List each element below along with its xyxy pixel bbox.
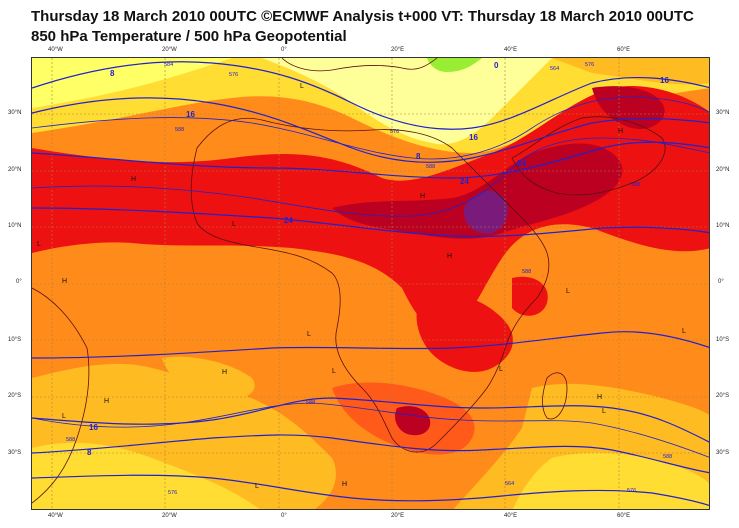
pressure-mark: L <box>37 241 41 248</box>
pressure-mark: H <box>447 253 452 260</box>
pressure-mark: L <box>602 408 606 415</box>
geopotential-label: 576 <box>390 129 399 135</box>
temperature-label: 16 <box>469 133 478 142</box>
temperature-zone-north-pale <box>262 58 552 145</box>
temperature-label: 0 <box>494 61 499 70</box>
lat-tick-label: 30°S <box>716 450 730 456</box>
temperature-zone-horn <box>512 276 548 316</box>
pressure-mark: L <box>232 221 236 228</box>
lon-tick-label: 0° <box>281 47 287 53</box>
lon-tick-label: 40°W <box>48 513 63 519</box>
lon-tick-label: 20°W <box>162 513 177 519</box>
temperature-zone-south-atlantic-yellow <box>32 442 260 509</box>
lat-tick-label: 10°N <box>8 223 22 229</box>
temperature-zone-sahara-dark <box>332 143 623 239</box>
lat-tick-label: 30°N <box>8 110 22 116</box>
pressure-mark: L <box>62 413 66 420</box>
lon-tick-label: 0° <box>281 513 287 519</box>
geopotential-label: 576 <box>168 490 177 496</box>
coastline-europe <box>281 58 438 72</box>
temperature-zone-northeast-orange <box>552 58 709 85</box>
pressure-mark: L <box>255 483 259 490</box>
geopotential-label: 588 <box>306 400 315 406</box>
pressure-mark: H <box>618 128 623 135</box>
temperature-label-group: 8 16 16 8 24 24 16 24 0 8 16 <box>87 61 669 457</box>
map-subtitle: 850 hPa Temperature / 500 hPa Geopotenti… <box>31 28 347 45</box>
lat-tick-label: 20°N <box>716 167 730 173</box>
temperature-zone-tropical-atlantic-yellow <box>162 356 255 400</box>
lat-tick-label: 30°S <box>8 450 22 456</box>
pressure-mark: H <box>131 176 136 183</box>
geopotential-label: 584 <box>164 62 173 68</box>
temperature-isotherms <box>32 96 709 458</box>
temperature-zone-north-green <box>427 58 482 72</box>
temperature-zone-west-sahara-red <box>122 167 225 224</box>
lat-tick-label: 20°N <box>8 167 22 173</box>
lon-tick-label: 60°E <box>617 47 631 53</box>
temperature-label: 24 <box>460 177 469 186</box>
temperature-label: 16 <box>89 423 98 432</box>
temperature-label: 8 <box>416 152 421 161</box>
temperature-label: 24 <box>517 159 526 168</box>
geopotential-label: 588 <box>175 127 184 133</box>
temperature-label: 8 <box>87 448 92 457</box>
lat-tick-label: 0° <box>16 279 22 285</box>
lat-tick-label: 30°N <box>716 110 730 116</box>
pressure-mark: H <box>597 394 602 401</box>
map-title: Thursday 18 March 2010 00UTC ©ECMWF Anal… <box>31 8 694 25</box>
geopotential-label-group: 584 576 588 576 588 564 576 588 588 588 … <box>66 62 672 496</box>
lat-tick-label: 0° <box>718 279 724 285</box>
lon-tick-label: 20°E <box>391 47 405 53</box>
pressure-mark: L <box>566 288 570 295</box>
pressure-mark: H <box>104 398 109 405</box>
temperature-zone-max-purple <box>463 190 508 234</box>
geopotential-label: 588 <box>663 454 672 460</box>
coastlines <box>32 58 666 504</box>
geopotential-label: 576 <box>585 62 594 68</box>
pressure-mark: L <box>682 328 686 335</box>
lat-tick-label: 20°S <box>8 393 22 399</box>
temperature-label: 16 <box>186 110 195 119</box>
geopotential-label: 576 <box>627 488 636 494</box>
pressure-mark: L <box>332 368 336 375</box>
geopotential-label: 564 <box>550 66 559 72</box>
lon-tick-label: 40°E <box>504 47 518 53</box>
pressure-mark: H <box>62 278 67 285</box>
geopotential-label: 564 <box>505 481 514 487</box>
lon-tick-label: 40°E <box>504 513 518 519</box>
lat-tick-label: 10°S <box>8 337 22 343</box>
geopotential-label: 576 <box>229 72 238 78</box>
temperature-label: 8 <box>110 69 115 78</box>
temperature-zone-south-africa-dark <box>395 406 431 436</box>
geopotential-label: 588 <box>631 182 640 188</box>
pressure-mark: H <box>222 369 227 376</box>
lon-tick-label: 60°E <box>617 513 631 519</box>
temperature-label: 24 <box>284 216 293 225</box>
temperature-label: 16 <box>660 76 669 85</box>
lat-tick-label: 20°S <box>716 393 730 399</box>
pressure-mark: L <box>300 83 304 90</box>
coastline-madagascar <box>542 372 568 420</box>
temperature-zone-north-pale2 <box>32 58 232 108</box>
geopotential-contours <box>32 61 709 507</box>
coastline-arabia <box>511 116 666 196</box>
coastline-south-america <box>32 287 90 504</box>
lon-tick-label: 20°E <box>391 513 405 519</box>
geopotential-label: 588 <box>66 437 75 443</box>
lat-tick-label: 10°N <box>716 223 730 229</box>
weather-map: 8 16 16 8 24 24 16 24 0 8 16 584 576 588… <box>31 57 710 510</box>
pressure-mark: H <box>342 481 347 488</box>
pressure-mark: L <box>499 366 503 373</box>
geopotential-label: 588 <box>426 164 435 170</box>
geopotential-label: 588 <box>522 269 531 275</box>
lon-tick-label: 20°W <box>162 47 177 53</box>
pressure-mark-group: H L H L L H H L L H H L L L H L H L H L <box>37 83 686 490</box>
coastline-africa <box>190 118 550 453</box>
lat-tick-label: 10°S <box>716 337 730 343</box>
pressure-mark: L <box>307 331 311 338</box>
pressure-mark: H <box>420 193 425 200</box>
lon-tick-label: 40°W <box>48 47 63 53</box>
map-canvas: 8 16 16 8 24 24 16 24 0 8 16 584 576 588… <box>32 58 709 509</box>
temperature-zone-east-africa <box>416 294 513 372</box>
